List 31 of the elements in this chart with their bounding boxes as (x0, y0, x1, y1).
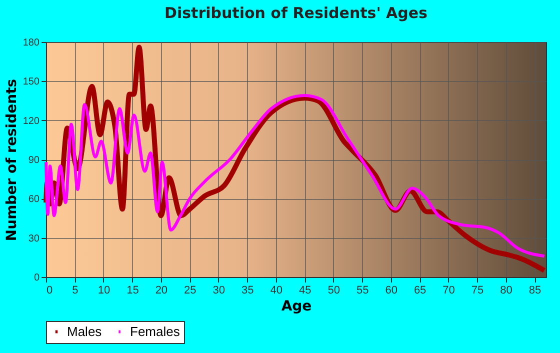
y-tick-label: 120 (22, 116, 40, 127)
x-axis-title: Age (281, 298, 312, 314)
x-tick-label: 70 (442, 284, 455, 296)
x-tick-label: 5 (72, 284, 78, 296)
x-tick-label: 45 (298, 284, 312, 296)
x-tick-label: 35 (242, 284, 254, 296)
y-tick-label: 150 (22, 76, 40, 88)
x-tick-label: 10 (98, 284, 110, 296)
y-tick-label: 0 (34, 272, 40, 284)
x-tick-label: 60 (385, 284, 398, 296)
chart-title: Distribution of Residents' Ages (164, 4, 428, 22)
x-tick-label: 50 (328, 284, 340, 296)
x-tick-label: 40 (270, 284, 283, 296)
x-tick-label: 0 (46, 284, 53, 296)
legend-label: Males (67, 324, 102, 339)
y-axis-title: Number of residents (4, 78, 20, 242)
x-tick-label: 65 (414, 284, 426, 296)
x-tick-label: 75 (471, 284, 484, 296)
x-tick-label: 30 (212, 284, 226, 296)
y-tick-label: 30 (28, 233, 40, 244)
x-tick-label: 80 (500, 284, 512, 296)
line-series (44, 94, 546, 258)
x-tick-label: 55 (356, 284, 369, 296)
y-tick-label: 60 (28, 194, 40, 206)
x-tick-label: 85 (528, 284, 542, 296)
legend-label: Females (130, 324, 180, 339)
y-tick-label: 180 (22, 38, 40, 48)
x-tick-label: 20 (155, 284, 168, 296)
x-tick-label: 25 (184, 284, 196, 296)
y-tick-label: 90 (28, 155, 40, 166)
x-tick-label: 15 (126, 284, 139, 296)
